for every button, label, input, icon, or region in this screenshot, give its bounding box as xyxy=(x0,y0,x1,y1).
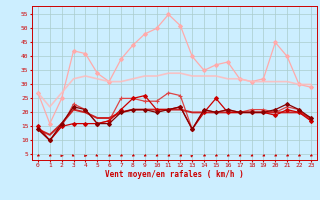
X-axis label: Vent moyen/en rafales ( km/h ): Vent moyen/en rafales ( km/h ) xyxy=(105,170,244,179)
